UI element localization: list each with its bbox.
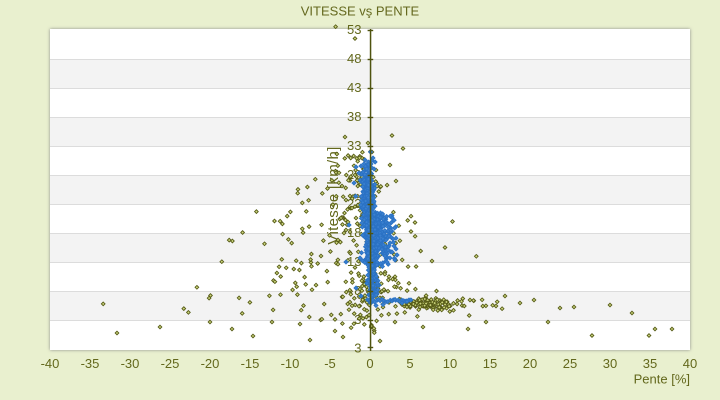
svg-text:-30: -30	[121, 356, 140, 371]
svg-text:-40: -40	[41, 356, 60, 371]
svg-text:8: 8	[354, 283, 361, 298]
svg-text:Vitesse [km/h]: Vitesse [km/h]	[325, 146, 342, 244]
svg-text:3: 3	[354, 341, 361, 356]
svg-text:30: 30	[603, 356, 617, 371]
svg-text:18: 18	[347, 225, 361, 240]
svg-text:48: 48	[347, 51, 361, 66]
svg-text:20: 20	[523, 356, 537, 371]
svg-text:-25: -25	[161, 356, 180, 371]
svg-text:0: 0	[366, 356, 373, 371]
svg-text:35: 35	[643, 356, 657, 371]
svg-text:Pente [%]: Pente [%]	[634, 371, 690, 386]
svg-text:53: 53	[347, 22, 361, 37]
svg-text:10: 10	[443, 356, 457, 371]
svg-text:-10: -10	[281, 356, 300, 371]
svg-text:-20: -20	[201, 356, 220, 371]
svg-text:VITESSE vş PENTE: VITESSE vş PENTE	[301, 4, 420, 19]
svg-text:33: 33	[347, 138, 361, 153]
svg-text:15: 15	[483, 356, 497, 371]
svg-text:38: 38	[347, 109, 361, 124]
svg-text:40: 40	[683, 356, 697, 371]
svg-text:-5: -5	[324, 356, 336, 371]
svg-text:43: 43	[347, 80, 361, 95]
svg-text:-15: -15	[241, 356, 260, 371]
svg-text:25: 25	[563, 356, 577, 371]
svg-text:-35: -35	[81, 356, 100, 371]
svg-text:5: 5	[406, 356, 413, 371]
svg-text:3: 3	[354, 312, 361, 327]
